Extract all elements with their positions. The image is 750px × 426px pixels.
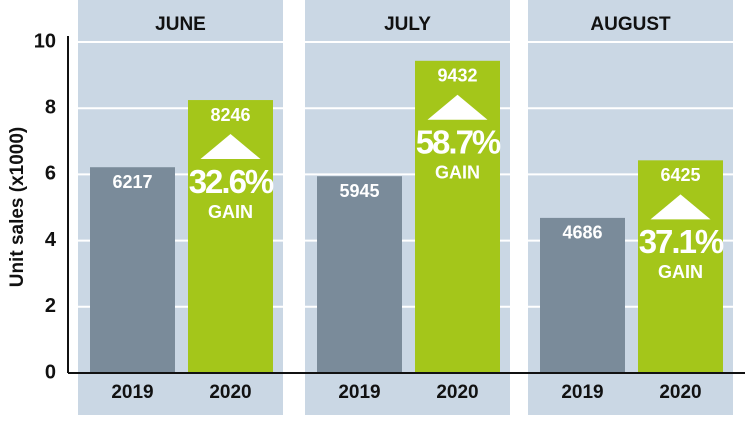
series-label: 2019	[111, 382, 153, 403]
category-label: AUGUST	[590, 14, 671, 35]
y-tick-label: 0	[45, 361, 56, 383]
value-label: 4686	[562, 223, 602, 243]
category-label: JUNE	[155, 14, 206, 35]
gain-percent: 37.1%	[639, 223, 724, 260]
series-label: 2020	[436, 382, 478, 403]
value-label: 6217	[112, 172, 152, 192]
gain-arrow	[650, 194, 711, 220]
y-axis-label: Unit sales (x1000)	[7, 127, 28, 288]
series-label: 2020	[209, 382, 251, 403]
gain-arrow	[200, 134, 261, 160]
gain-percent: 32.6%	[189, 163, 274, 200]
series-label: 2019	[338, 382, 380, 403]
gain-percent: 58.7%	[416, 124, 501, 161]
value-label: 6425	[660, 165, 700, 185]
category-label: JULY	[384, 14, 431, 35]
gain-arrow	[427, 94, 488, 120]
series-label: 2019	[561, 382, 603, 403]
bar	[540, 217, 625, 373]
gain-label: GAIN	[435, 163, 480, 183]
value-label: 9432	[437, 66, 477, 86]
y-tick-label: 4	[45, 229, 57, 251]
gain-label: GAIN	[658, 262, 703, 282]
series-label: 2020	[659, 382, 701, 403]
bar	[90, 167, 175, 373]
y-tick-label: 10	[34, 30, 56, 52]
y-tick-label: 8	[45, 96, 56, 118]
value-label: 5945	[339, 181, 379, 201]
y-tick-label: 6	[45, 163, 56, 185]
bar	[317, 176, 402, 373]
gain-label: GAIN	[208, 202, 253, 222]
y-tick-label: 2	[45, 295, 56, 317]
value-label: 8246	[210, 105, 250, 125]
